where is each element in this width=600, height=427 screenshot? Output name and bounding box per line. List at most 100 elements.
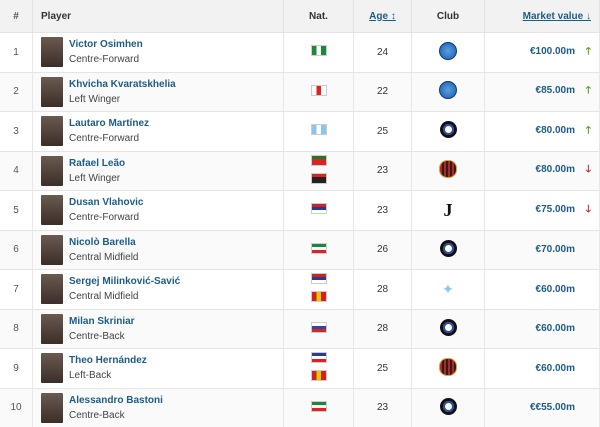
player-photo[interactable] (41, 76, 63, 107)
header-row: # Player Nat. Age ↕ Club Market value ↓ (0, 0, 600, 33)
age: 25 (353, 348, 412, 388)
player-name-link[interactable]: Victor Osimhen (69, 39, 143, 51)
nationality-flag-icon (310, 273, 327, 285)
club-crest-icon-inter[interactable] (411, 387, 485, 427)
player-photo[interactable] (41, 195, 63, 226)
club-crest-icon-napoli[interactable] (411, 71, 485, 112)
table-row: 1 Victor Osimhen Centre-Forward 24 €100.0… (0, 32, 600, 72)
market-value-link[interactable]: €60.00m (535, 283, 575, 295)
nationality-flag-icon (310, 84, 327, 96)
player-name-link[interactable]: Sergej Milinković-Savić (69, 276, 181, 288)
trend-up-icon: 🡑 (585, 85, 591, 97)
club-crest-icon-inter[interactable] (411, 229, 485, 270)
nationality-flag-icon (310, 242, 327, 254)
club-crest-icon-napoli[interactable] (411, 32, 485, 72)
header-nat: Nat. (283, 0, 354, 33)
player-name-link[interactable]: Theo Hernández (69, 355, 147, 367)
player-name-link[interactable]: Alessandro Bastoni (69, 394, 163, 406)
rank: 9 (0, 348, 33, 388)
age: 28 (353, 269, 412, 309)
header-rank: # (0, 0, 33, 33)
market-value-link[interactable]: €85.00m (535, 85, 575, 97)
table-row: 4 Rafael Leão Left Winger 23 €80.00m 🡓 (0, 150, 600, 191)
player-position: Central Midfield (69, 291, 139, 303)
market-value-link[interactable]: €60.00m (535, 323, 575, 335)
nationality-flag-icon (310, 203, 327, 215)
player-name-link[interactable]: Milan Skriniar (69, 315, 135, 327)
nationality-flag-icon (310, 154, 327, 166)
table-row: 5 Dusan Vlahovic Centre-Forward 23 J €75.… (0, 190, 600, 230)
sort-market-value-link[interactable]: Market value ↓ (522, 10, 591, 22)
nationality-flag-icon (310, 291, 327, 303)
table-row: 2 Khvicha Kvaratskhelia Left Winger 22 €8… (0, 71, 600, 112)
market-value-link[interactable]: €60.00m (535, 362, 575, 374)
player-photo[interactable] (41, 274, 63, 305)
market-value-link[interactable]: €75.00m (535, 203, 575, 215)
player-name-link[interactable]: Khvicha Kvaratskhelia (69, 78, 176, 90)
nationality-flag-icon (310, 45, 327, 57)
player-photo[interactable] (41, 116, 63, 147)
player-name-link[interactable]: Lautaro Martínez (69, 118, 150, 130)
trend-down-icon: 🡓 (585, 164, 591, 176)
player-name-link[interactable]: Dusan Vlahovic (69, 197, 144, 209)
club-crest-icon-inter[interactable] (411, 111, 485, 151)
market-value-link[interactable]: €70.00m (535, 244, 575, 256)
nationality-flag-icon (310, 352, 327, 364)
club-crest-icon-lazio[interactable]: ✦ (411, 269, 485, 309)
club-crest-icon-milan[interactable] (411, 150, 485, 191)
player-position: Left Winger (69, 172, 121, 184)
nationality-flag-icon (310, 370, 327, 382)
player-photo[interactable] (41, 392, 63, 423)
player-position: Centre-Forward (69, 133, 140, 145)
nationality-flag-icon (310, 172, 327, 184)
player-position: Centre-Forward (69, 212, 140, 224)
player-photo[interactable] (41, 313, 63, 344)
table-row: 8 Milan Skriniar Centre-Back 28 €60.00m (0, 308, 600, 349)
age: 25 (353, 111, 412, 151)
header-club: Club (411, 0, 485, 33)
rank: 8 (0, 308, 33, 349)
market-value-link[interactable]: €€55.00m (529, 402, 575, 414)
age: 23 (353, 387, 412, 427)
player-position: Centre-Back (69, 409, 125, 421)
player-name-link[interactable]: Nicolò Barella (69, 236, 136, 248)
rank: 2 (0, 71, 33, 112)
player-photo[interactable] (41, 234, 63, 265)
table-row: 7 Sergej Milinković-Savić Central Midfiel… (0, 269, 600, 309)
player-position: Left Winger (69, 93, 121, 105)
sort-age-link[interactable]: Age ↕ (369, 10, 396, 22)
rank: 5 (0, 190, 33, 230)
player-photo[interactable] (41, 353, 63, 384)
table-row: 6 Nicolò Barella Central Midfield 26 €70.… (0, 229, 600, 270)
rank: 1 (0, 32, 33, 72)
player-position: Left-Back (69, 370, 112, 382)
market-value-link[interactable]: €80.00m (535, 124, 575, 136)
age: 22 (353, 71, 412, 112)
nationality-flag-icon (310, 400, 327, 412)
market-value-link[interactable]: €100.00m (529, 45, 575, 57)
age: 23 (353, 150, 412, 191)
market-value-link[interactable]: €80.00m (535, 164, 575, 176)
age: 28 (353, 308, 412, 349)
player-position: Centre-Back (69, 330, 125, 342)
rank: 6 (0, 229, 33, 270)
rank: 3 (0, 111, 33, 151)
rank: 4 (0, 150, 33, 191)
rank: 7 (0, 269, 33, 309)
header-player: Player (32, 0, 284, 33)
age: 24 (353, 32, 412, 72)
player-photo[interactable] (41, 37, 63, 68)
club-crest-icon-milan[interactable] (411, 348, 485, 388)
table-row: 3 Lautaro Martínez Centre-Forward 25 €80.… (0, 111, 600, 151)
table-row: 9 Theo Hernández Left-Back 25 €60.00m (0, 348, 600, 388)
nationality-flag-icon (310, 124, 327, 136)
club-crest-icon-juventus[interactable]: J (411, 190, 485, 230)
age: 26 (353, 229, 412, 270)
player-position: Centre-Forward (69, 54, 140, 66)
table-row: 10 Alessandro Bastoni Centre-Back 23 €€55… (0, 387, 600, 427)
club-crest-icon-inter[interactable] (411, 308, 485, 349)
player-name-link[interactable]: Rafael Leão (69, 157, 126, 169)
player-photo[interactable] (41, 155, 63, 186)
age: 23 (353, 190, 412, 230)
